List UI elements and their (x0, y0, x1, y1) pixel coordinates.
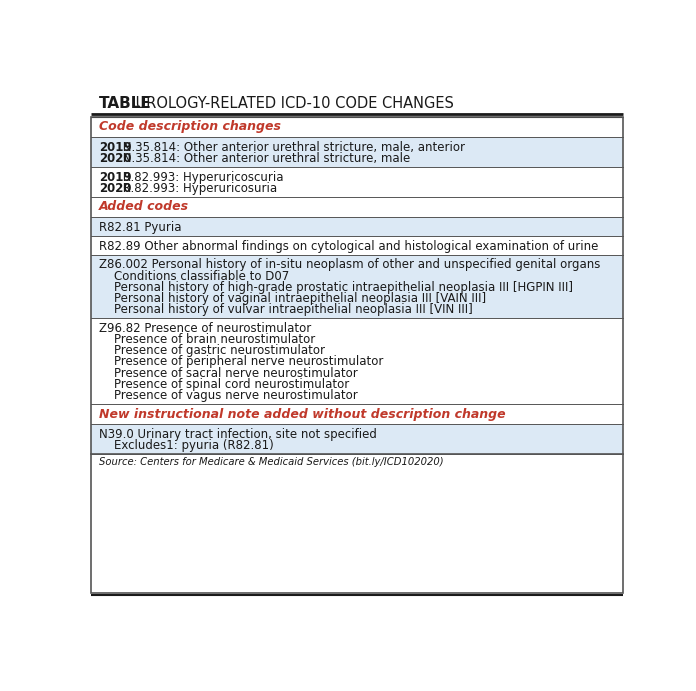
Text: Presence of spinal cord neurostimulator: Presence of spinal cord neurostimulator (114, 378, 349, 391)
Text: New instructional note added without description change: New instructional note added without des… (99, 408, 505, 421)
Text: N.35.814: Other anterior urethral stricture, male: N.35.814: Other anterior urethral strict… (119, 152, 410, 165)
Bar (91, 318, 622, 404)
Text: 2019: 2019 (99, 171, 132, 184)
Text: Added codes: Added codes (99, 200, 189, 214)
Text: Presence of vagus nerve neurostimulator: Presence of vagus nerve neurostimulator (114, 389, 358, 402)
Text: N.35.814: Other anterior urethral stricture, male, anterior: N.35.814: Other anterior urethral strict… (119, 141, 465, 153)
Text: Presence of brain neurostimulator: Presence of brain neurostimulator (114, 333, 315, 346)
Text: R.82.993: Hyperuricosuria: R.82.993: Hyperuricosuria (119, 182, 277, 195)
Bar (91, 167, 622, 197)
Text: N39.0 Urinary tract infection, site not specified: N39.0 Urinary tract infection, site not … (99, 428, 377, 441)
Bar (91, 404, 622, 424)
Text: TABLE: TABLE (99, 97, 151, 111)
Text: Personal history of vaginal intraepithelial neoplasia III [VAIN III]: Personal history of vaginal intraepithel… (114, 292, 487, 305)
Text: Conditions classifiable to D07: Conditions classifiable to D07 (114, 269, 290, 283)
Text: 2020: 2020 (99, 182, 131, 195)
Bar (91, 424, 622, 454)
Text: Code description changes: Code description changes (99, 120, 280, 133)
Bar (91, 236, 622, 254)
Text: Personal history of high-grade prostatic intraepithelial neoplasia III [HGPIN II: Personal history of high-grade prostatic… (114, 281, 573, 294)
Text: 2019: 2019 (99, 141, 132, 153)
Bar (91, 254, 622, 318)
Text: Z96.82 Presence of neurostimulator: Z96.82 Presence of neurostimulator (99, 322, 311, 335)
Text: UROLOGY-RELATED ICD-10 CODE CHANGES: UROLOGY-RELATED ICD-10 CODE CHANGES (131, 97, 454, 111)
Text: Source: Centers for Medicare & Medicaid Services (bit.ly/ICD102020): Source: Centers for Medicare & Medicaid … (99, 457, 443, 467)
Text: Excludes1: pyuria (R82.81): Excludes1: pyuria (R82.81) (114, 439, 274, 452)
Text: Presence of gastric neurostimulator: Presence of gastric neurostimulator (114, 344, 325, 357)
Text: Presence of sacral nerve neurostimulator: Presence of sacral nerve neurostimulator (114, 367, 358, 379)
Text: Z86.002 Personal history of in-situ neoplasm of other and unspecified genital or: Z86.002 Personal history of in-situ neop… (99, 258, 600, 272)
Text: 2020: 2020 (99, 152, 131, 165)
Bar (91, 137, 622, 167)
Text: R82.89 Other abnormal findings on cytological and histological examination of ur: R82.89 Other abnormal findings on cytolo… (99, 240, 598, 253)
Bar (91, 117, 622, 137)
Text: Presence of peripheral nerve neurostimulator: Presence of peripheral nerve neurostimul… (114, 355, 383, 368)
Text: R.82.993: Hyperuricoscuria: R.82.993: Hyperuricoscuria (119, 171, 283, 184)
Bar (91, 197, 622, 217)
Text: Personal history of vulvar intraepithelial neoplasia III [VIN III]: Personal history of vulvar intraepitheli… (114, 303, 473, 316)
Bar (91, 217, 622, 236)
Text: R82.81 Pyuria: R82.81 Pyuria (99, 220, 181, 234)
Bar (91, 117, 622, 594)
